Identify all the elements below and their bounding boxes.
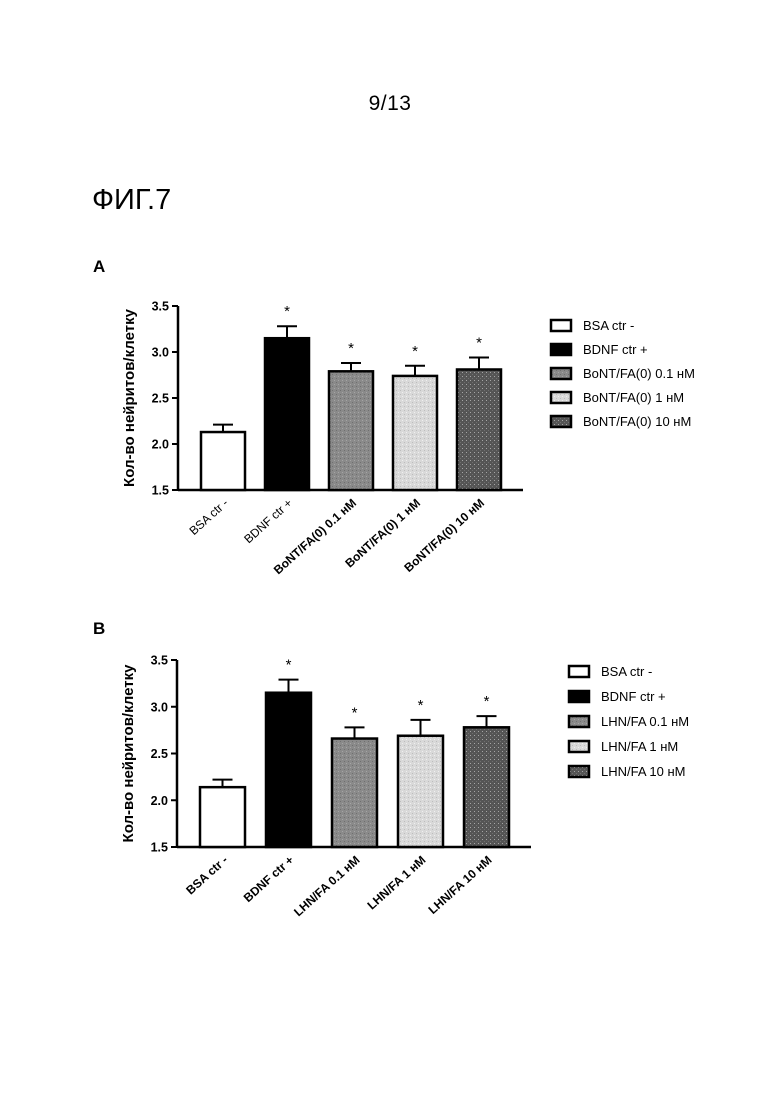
legend-swatch bbox=[569, 741, 589, 752]
legend-label: LHN/FA 10 нМ bbox=[601, 764, 686, 779]
legend-label: BoNT/FA(0) 1 нМ bbox=[583, 390, 684, 405]
significance-marker: * bbox=[348, 340, 354, 357]
bar bbox=[332, 739, 377, 847]
legend-label: BSA ctr - bbox=[601, 664, 652, 679]
significance-marker: * bbox=[352, 704, 358, 721]
bar-chart-a: 1.5 2.0 2.5 3.0 3.5 Кол-во нейритов/клетку BSA… bbox=[0, 290, 780, 620]
y-tick-label: 3.0 bbox=[151, 700, 168, 714]
legend-swatch bbox=[551, 416, 571, 427]
x-tick-label: BSA ctr - bbox=[183, 853, 230, 897]
bar bbox=[265, 338, 309, 490]
bar bbox=[393, 376, 437, 490]
bar bbox=[329, 371, 373, 490]
x-tick-label: BDNF ctr + bbox=[241, 496, 295, 546]
y-tick-label: 2.0 bbox=[151, 794, 168, 808]
bar bbox=[200, 787, 245, 847]
y-tick-label: 3.5 bbox=[152, 300, 169, 314]
y-tick-label: 3.0 bbox=[152, 346, 169, 360]
legend-swatch bbox=[569, 666, 589, 677]
figure-title: ФИГ.7 bbox=[92, 184, 171, 217]
legend-label: LHN/FA 0.1 нМ bbox=[601, 714, 689, 729]
significance-marker: * bbox=[484, 693, 490, 710]
bar bbox=[201, 432, 245, 490]
legend-swatch bbox=[551, 392, 571, 403]
legend-label: BoNT/FA(0) 0.1 нМ bbox=[583, 366, 695, 381]
x-tick-label: LHN/FA 0.1 нМ bbox=[291, 853, 362, 919]
bar-chart-b: 1.5 2.0 2.5 3.0 3.5 Кол-во нейритов/клетку BSA… bbox=[0, 645, 780, 975]
y-tick-label: 2.5 bbox=[152, 392, 169, 406]
legend-swatch bbox=[569, 691, 589, 702]
legend-swatch bbox=[551, 368, 571, 379]
panel-label-b: B bbox=[93, 619, 105, 639]
significance-marker: * bbox=[476, 335, 482, 352]
bar bbox=[457, 369, 501, 490]
significance-marker: * bbox=[418, 697, 424, 714]
x-tick-label: BDNF ctr + bbox=[241, 853, 297, 905]
significance-marker: * bbox=[284, 303, 290, 320]
legend-swatch bbox=[569, 766, 589, 777]
legend-label: BDNF ctr + bbox=[583, 342, 648, 357]
page-number: 9/13 bbox=[0, 92, 780, 116]
y-tick-label: 3.5 bbox=[151, 654, 168, 668]
x-tick-label: LHN/FA 1 нМ bbox=[365, 853, 429, 913]
legend-label: LHN/FA 1 нМ bbox=[601, 739, 678, 754]
legend-swatch bbox=[551, 344, 571, 355]
bar bbox=[398, 736, 443, 847]
y-tick-label: 2.0 bbox=[152, 438, 169, 452]
significance-marker: * bbox=[286, 657, 292, 674]
panel-label-a: A bbox=[93, 257, 105, 277]
y-tick-label: 1.5 bbox=[152, 484, 169, 498]
significance-marker: * bbox=[412, 343, 418, 360]
legend-swatch bbox=[569, 716, 589, 727]
legend-label: BoNT/FA(0) 10 нМ bbox=[583, 414, 691, 429]
y-tick-label: 2.5 bbox=[151, 747, 168, 761]
legend-label: BDNF ctr + bbox=[601, 689, 666, 704]
bar bbox=[464, 727, 509, 847]
y-axis-label: Кол-во нейритов/клетку bbox=[120, 664, 137, 843]
x-tick-label: LHN/FA 10 нМ bbox=[426, 853, 495, 917]
legend-label: BSA ctr - bbox=[583, 318, 634, 333]
y-tick-label: 1.5 bbox=[151, 841, 168, 855]
bar bbox=[266, 693, 311, 847]
y-axis-label: Кол-во нейритов/клетку bbox=[121, 308, 138, 487]
legend-swatch bbox=[551, 320, 571, 331]
x-tick-label: BSA ctr - bbox=[186, 496, 231, 538]
